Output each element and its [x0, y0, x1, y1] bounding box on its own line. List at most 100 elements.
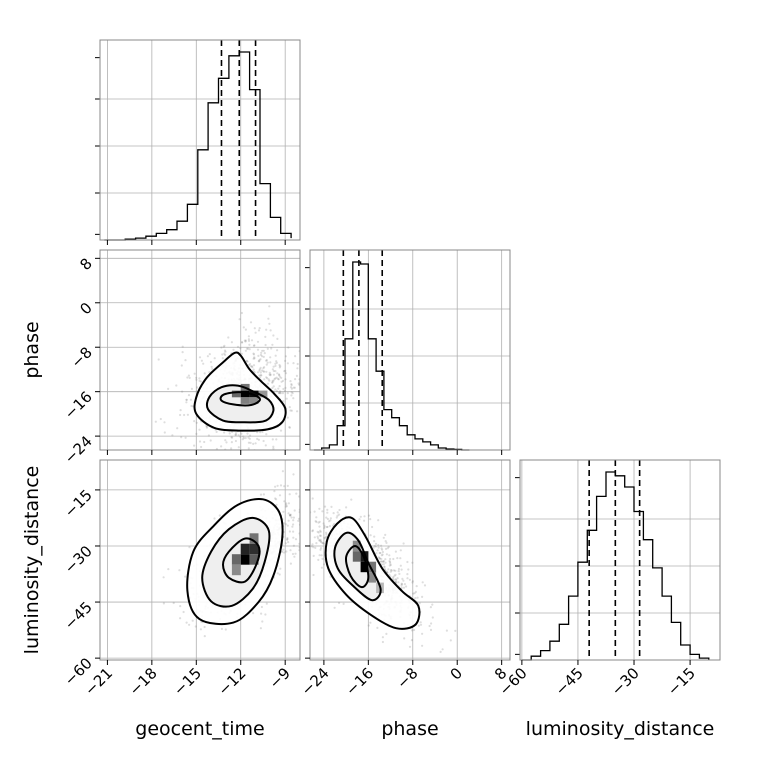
sample-point [314, 546, 317, 550]
sample-point [253, 356, 256, 359]
sample-point [192, 405, 195, 408]
sample-point [322, 522, 325, 525]
sample-point [286, 538, 289, 541]
sample-point [373, 544, 376, 548]
sample-point [382, 563, 385, 566]
sample-point [244, 339, 247, 342]
sample-point [244, 436, 247, 440]
sample-point [242, 437, 245, 440]
sample-point [268, 371, 271, 374]
sample-point [380, 560, 383, 563]
sample-point [259, 371, 262, 374]
sample-point [269, 374, 272, 377]
sample-point [381, 636, 384, 639]
sample-point [383, 565, 386, 569]
sample-point [286, 416, 289, 419]
sample-point [371, 525, 374, 529]
sample-point [279, 429, 283, 432]
sample-point [382, 536, 385, 539]
sample-point [250, 365, 254, 368]
sample-point [288, 514, 291, 517]
sample-point [184, 575, 187, 578]
sample-point [247, 347, 250, 350]
sample-point [292, 544, 295, 547]
sample-point [242, 435, 245, 438]
sample-point [274, 354, 277, 357]
sample-point [259, 374, 262, 377]
sample-point [307, 378, 309, 380]
sample-point [323, 536, 326, 539]
sample-point [264, 335, 267, 338]
sample-point [277, 378, 280, 381]
sample-point [211, 367, 214, 371]
sample-point [265, 359, 268, 362]
sample-point [251, 366, 254, 369]
sample-point [200, 445, 203, 449]
sample-point [200, 380, 203, 383]
sample-point [239, 347, 242, 350]
sample-point [247, 447, 250, 450]
sample-point [278, 573, 281, 576]
sample-point [286, 524, 289, 527]
sample-point [272, 447, 275, 450]
sample-point [388, 559, 391, 563]
sample-point [397, 570, 400, 573]
sample-point [295, 374, 298, 377]
sample-point [384, 540, 387, 543]
sample-point [262, 370, 265, 373]
sample-point [400, 568, 403, 571]
sample-point [278, 385, 281, 388]
sample-point [325, 531, 328, 534]
sample-point [289, 514, 292, 517]
sample-point [380, 554, 383, 557]
sample-point [413, 628, 416, 632]
sample-point [431, 603, 434, 606]
sample-point [301, 468, 303, 470]
sample-point [203, 440, 206, 444]
sample-point [421, 632, 424, 635]
sample-point [304, 367, 306, 369]
sample-point [281, 392, 284, 395]
sample-point [185, 401, 188, 404]
sample-point [206, 355, 209, 358]
sample-point [271, 368, 274, 371]
sample-point [185, 398, 188, 401]
sample-point [257, 329, 261, 332]
sample-point [162, 576, 165, 579]
sample-point [329, 517, 332, 520]
sample-point [190, 404, 193, 408]
sample-point [270, 347, 273, 350]
sample-point [221, 353, 224, 356]
sample-point [247, 436, 250, 439]
sample-point [240, 341, 244, 344]
sample-point [213, 357, 216, 360]
sample-point [167, 568, 170, 571]
sample-point [407, 568, 410, 571]
sample-point [419, 621, 422, 624]
sample-point [273, 490, 276, 493]
sample-point [454, 629, 457, 633]
sample-point [400, 582, 403, 585]
sample-point [302, 505, 304, 507]
sample-point [265, 433, 268, 436]
sample-point [419, 623, 423, 626]
sample-point [415, 585, 418, 588]
sample-point [288, 530, 291, 533]
sample-point [386, 571, 389, 574]
sample-point [187, 374, 190, 377]
sample-point [240, 432, 243, 435]
sample-point [284, 542, 287, 545]
sample-point [315, 520, 318, 524]
sample-point [183, 413, 186, 417]
sample-point [203, 635, 206, 638]
sample-point [411, 581, 414, 584]
sample-point [282, 387, 285, 391]
sample-point [290, 454, 292, 456]
sample-point [239, 435, 242, 438]
sample-point [260, 355, 264, 358]
sample-point [287, 512, 290, 515]
sample-point [228, 432, 231, 435]
sample-point [172, 601, 175, 605]
sample-point [392, 569, 396, 572]
sample-point [449, 639, 452, 642]
